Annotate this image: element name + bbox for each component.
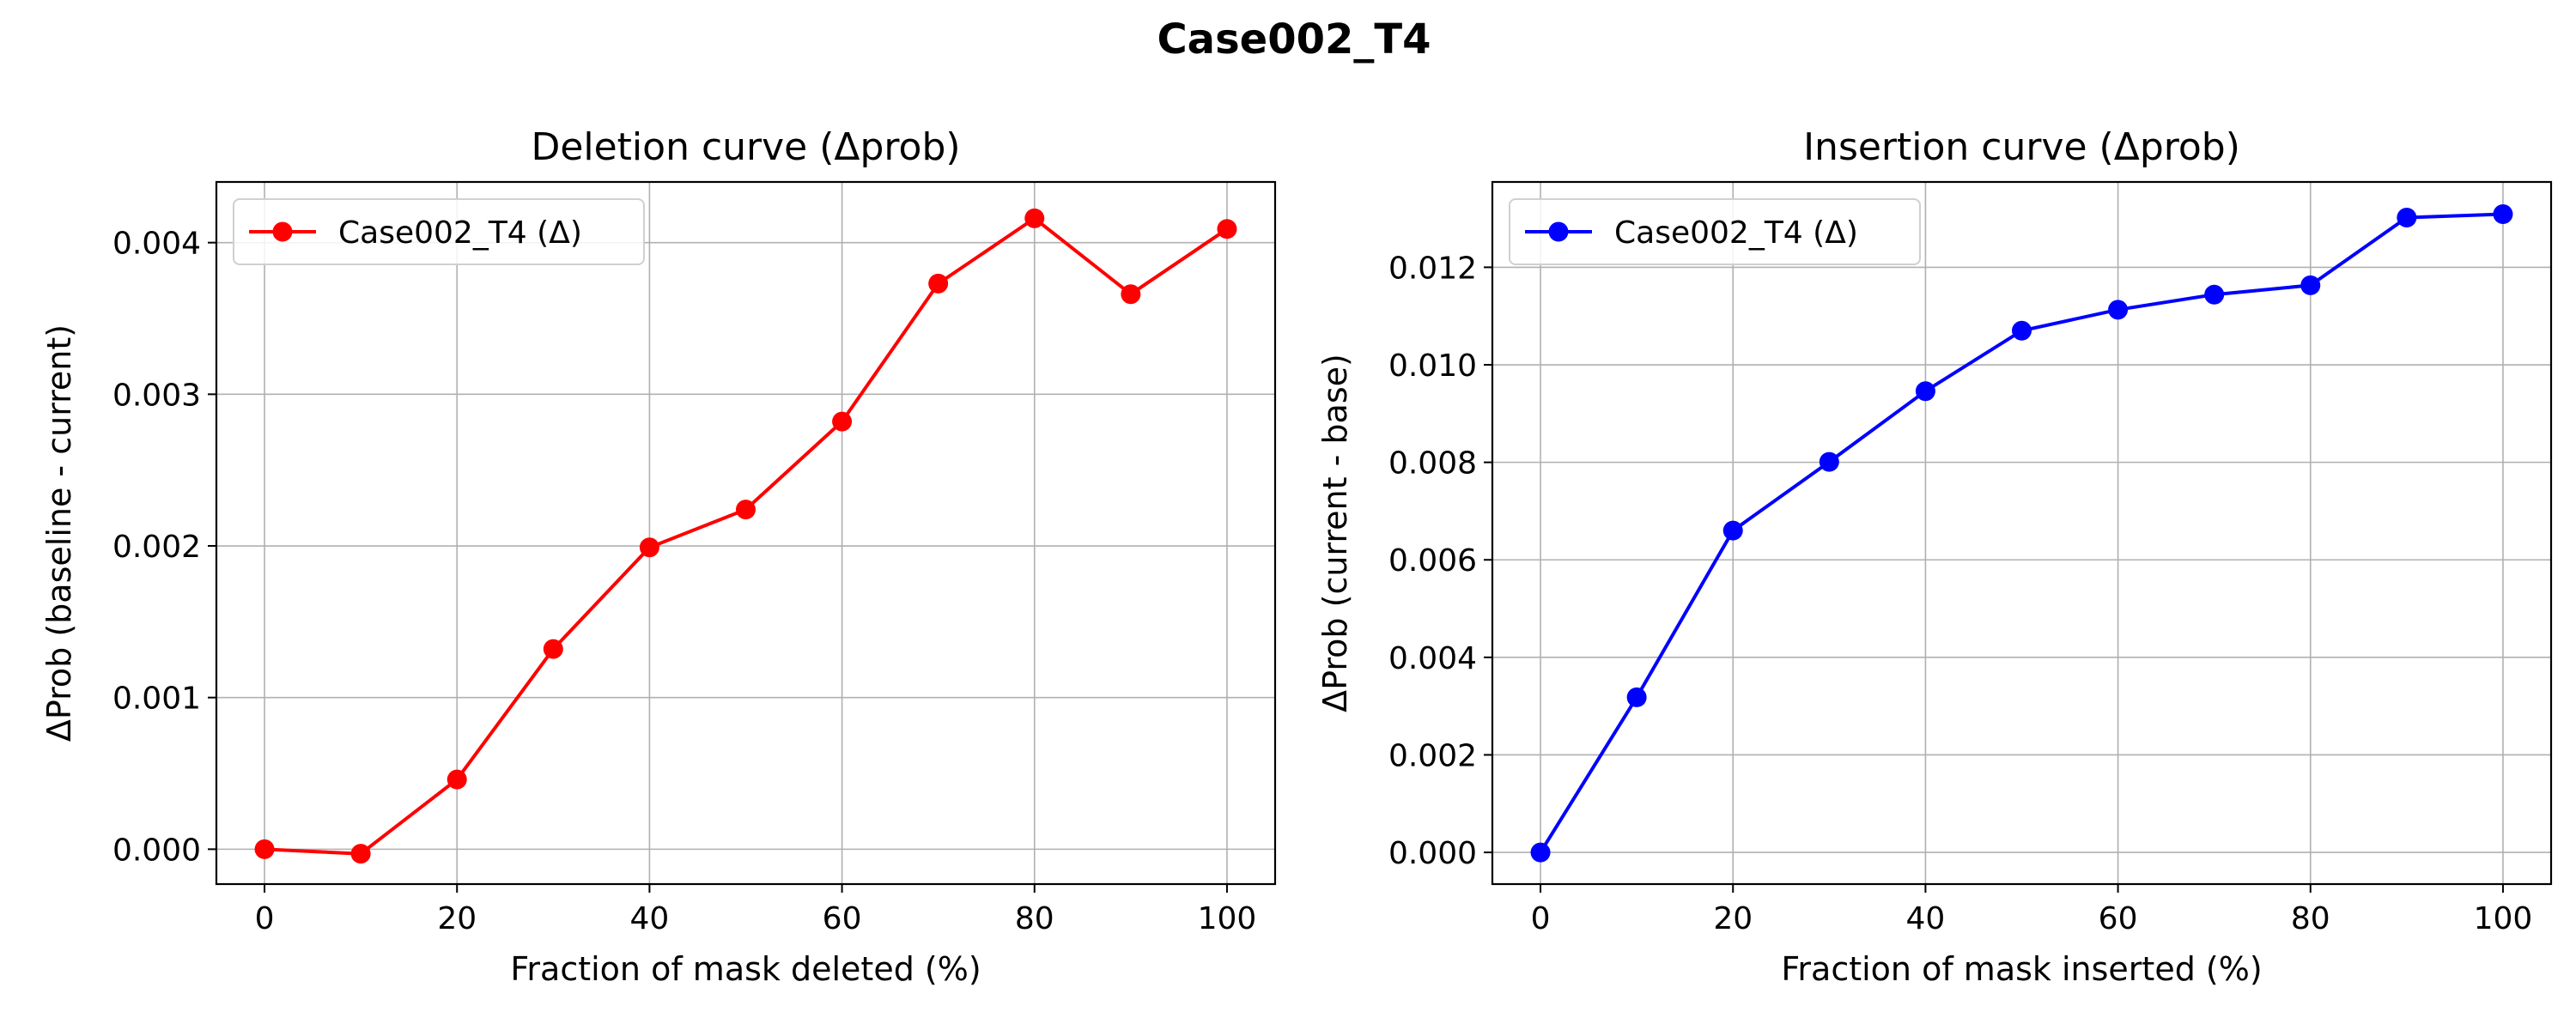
data-point [1819,451,1839,472]
data-point [1722,520,1743,541]
legend-box [233,198,645,265]
chart-title: Insertion curve (Δprob) [1803,125,2240,169]
legend-marker [272,221,293,242]
data-point [350,844,371,864]
data-point [1024,208,1045,228]
y-tick-label: 0.002 [112,530,201,565]
plot-area [1492,182,2551,884]
data-point [1915,381,1935,402]
x-tick-label: 60 [823,901,862,936]
y-tick-label: 0.012 [1388,251,1477,286]
y-tick-label: 0.001 [112,682,201,717]
x-tick-label: 100 [2474,901,2533,936]
x-tick-label: 0 [1531,901,1551,936]
legend-label: Case002_T4 (Δ) [1614,215,1858,251]
x-tick-label: 40 [630,901,670,936]
data-point [736,500,756,520]
x-tick-label: 60 [2099,901,2138,936]
y-tick-label: 0.004 [1388,641,1477,676]
data-point [2493,203,2513,224]
data-point [2012,320,2032,341]
x-tick-label: 0 [255,901,275,936]
y-tick-label: 0.004 [112,227,201,262]
legend: Case002_T4 (Δ) [1509,198,1921,265]
data-point [447,769,467,790]
x-tick-label: 20 [437,901,477,936]
legend-marker [1548,221,1569,242]
legend: Case002_T4 (Δ) [233,198,645,265]
x-tick-label: 40 [1906,901,1946,936]
data-point [1626,687,1647,707]
data-point [1217,219,1237,239]
axes-frame [215,180,1277,886]
data-point [2300,275,2321,295]
axes-frame [1491,180,2553,886]
figure-title: Case002_T4 [1157,15,1431,64]
y-axis-label: ΔProb (baseline - current) [40,324,78,742]
x-axis-label: Fraction of mask inserted (%) [1781,950,2262,988]
y-tick-label: 0.002 [1388,738,1477,773]
x-tick-label: 100 [1198,901,1257,936]
x-tick-label: 80 [1015,901,1054,936]
y-tick-label: 0.006 [1388,543,1477,579]
x-axis-label: Fraction of mask deleted (%) [510,950,981,988]
y-tick-label: 0.000 [1388,836,1477,871]
y-tick-label: 0.010 [1388,348,1477,384]
chart-2: 0 20 40 60 80 100 0.000 0.002 0.004 0.006 0.008 0.0… [1316,125,2553,988]
x-tick-label: 80 [2291,901,2330,936]
data-point [254,839,275,859]
y-axis-label: ΔProb (current - base) [1316,354,1354,712]
data-point [2108,300,2129,320]
data-point [832,411,853,432]
chart-title: Deletion curve (Δprob) [531,125,960,169]
data-point [639,537,659,558]
y-tick-label: 0.008 [1388,446,1477,482]
data-point [2204,284,2225,305]
y-tick-label: 0.000 [112,833,201,868]
legend-label: Case002_T4 (Δ) [338,215,582,251]
data-point [543,639,563,659]
x-tick-label: 20 [1713,901,1753,936]
data-point [928,273,949,294]
chart-1: 0 20 40 60 80 100 0.000 0.001 0.002 0.003 0.004 Del… [40,125,1277,988]
plot-area [216,182,1275,884]
data-point [1121,284,1141,305]
data-point [1530,842,1551,863]
y-tick-label: 0.003 [112,378,201,413]
legend-box [1509,198,1921,265]
data-point [2397,207,2417,227]
